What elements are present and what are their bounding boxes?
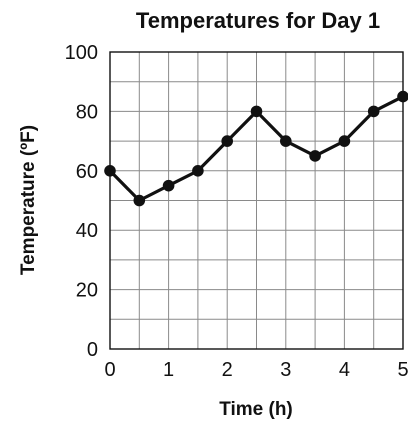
y-axis-label: Temperature (ºF) bbox=[18, 125, 39, 275]
data-point bbox=[221, 135, 233, 147]
x-axis-ticks: 0 1 2 3 4 5 bbox=[104, 359, 408, 381]
data-point bbox=[250, 105, 263, 118]
x-tick-label: 1 bbox=[163, 359, 174, 381]
data-point bbox=[280, 135, 292, 147]
x-tick-label: 2 bbox=[222, 359, 233, 381]
y-tick-label: 0 bbox=[87, 339, 98, 361]
data-point bbox=[162, 179, 175, 192]
y-axis-ticks: 0 20 40 60 80 100 bbox=[65, 42, 98, 361]
data-point bbox=[192, 165, 204, 177]
y-tick-label: 100 bbox=[65, 42, 98, 64]
x-tick-label: 5 bbox=[397, 359, 408, 381]
y-tick-label: 40 bbox=[76, 220, 98, 242]
x-tick-label: 0 bbox=[104, 359, 115, 381]
y-tick-label: 80 bbox=[76, 101, 98, 123]
x-tick-label: 3 bbox=[280, 359, 291, 381]
data-point bbox=[133, 194, 146, 207]
x-axis-label: Time (h) bbox=[219, 399, 293, 420]
data-point bbox=[367, 105, 380, 118]
chart-title: Temperatures for Day 1 bbox=[136, 8, 380, 33]
data-points bbox=[104, 90, 408, 207]
data-point bbox=[338, 135, 351, 147]
y-tick-label: 60 bbox=[76, 161, 98, 183]
grid bbox=[110, 52, 403, 349]
x-tick-label: 4 bbox=[339, 359, 350, 381]
data-point bbox=[309, 150, 321, 162]
y-tick-label: 20 bbox=[76, 280, 98, 302]
plot-area bbox=[109, 51, 404, 350]
data-point bbox=[397, 90, 408, 103]
data-point bbox=[104, 165, 116, 177]
